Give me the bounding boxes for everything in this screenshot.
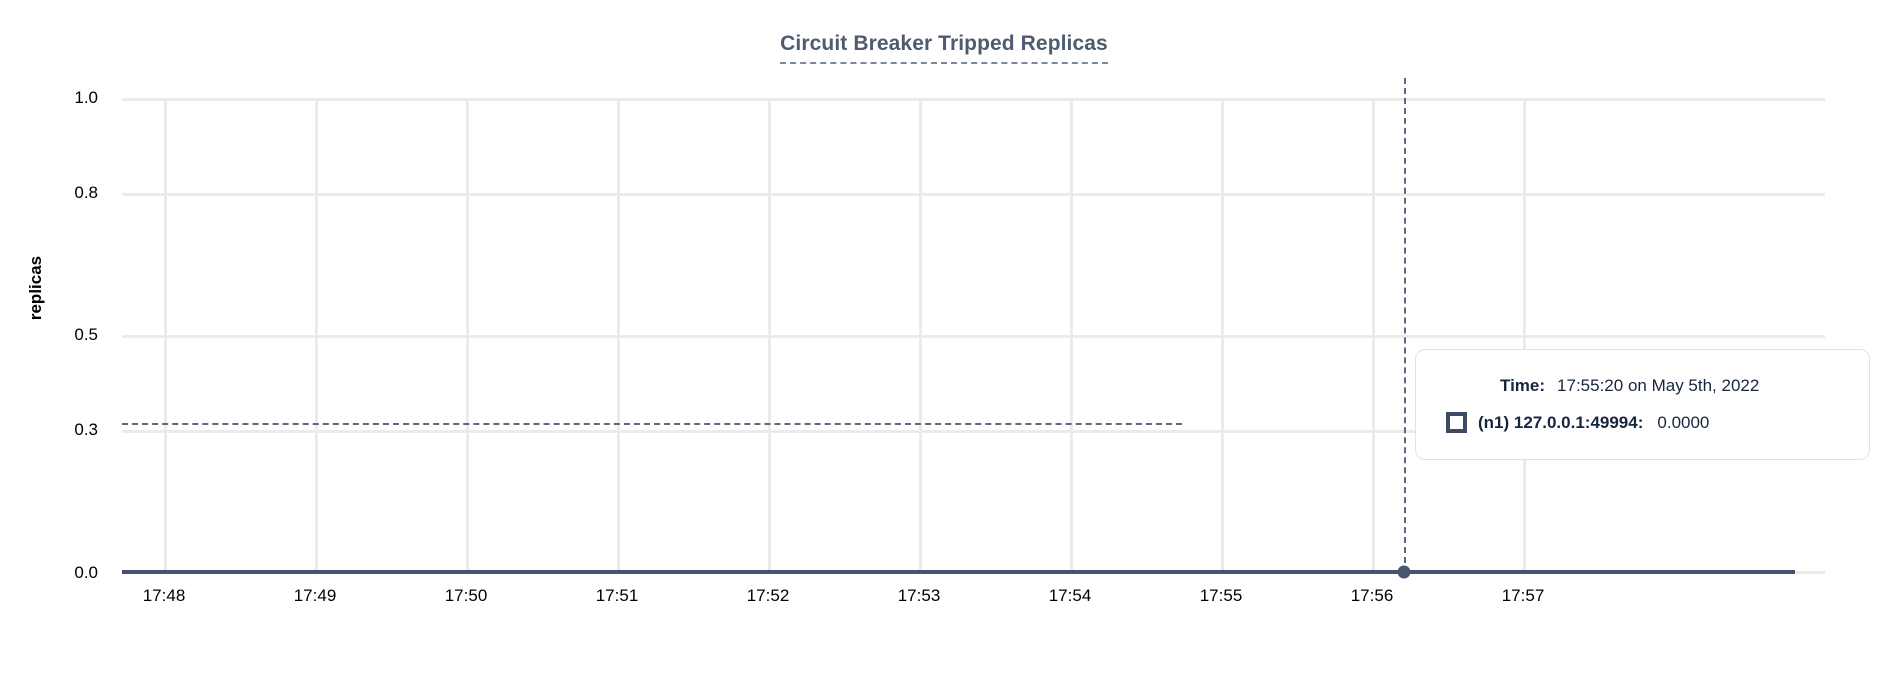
chart-tooltip: Time: 17:55:20 on May 5th, 2022 (n1) 127… bbox=[1415, 349, 1870, 460]
x-tick-label: 17:55 bbox=[1199, 586, 1243, 605]
gridline-horizontal bbox=[122, 335, 1825, 338]
series-color-swatch-icon bbox=[1446, 412, 1467, 433]
gridline-vertical bbox=[617, 98, 620, 573]
gridline-vertical bbox=[1070, 98, 1073, 573]
y-tick-label: 0.8 bbox=[74, 183, 98, 202]
gridline-vertical bbox=[768, 98, 771, 573]
x-tick-label: 17:57 bbox=[1501, 586, 1545, 605]
tooltip-series-row: (n1) 127.0.0.1:49994: 0.0000 bbox=[1446, 412, 1839, 433]
x-tick-label: 17:48 bbox=[142, 586, 186, 605]
gridline-vertical bbox=[315, 98, 318, 573]
gridline-horizontal bbox=[122, 430, 1825, 433]
x-tick-label: 17:56 bbox=[1350, 586, 1394, 605]
y-tick-label: 0.5 bbox=[74, 325, 98, 344]
tooltip-time-value: 17:55:20 on May 5th, 2022 bbox=[1557, 376, 1760, 395]
x-tick-label: 17:54 bbox=[1048, 586, 1092, 605]
gridline-vertical bbox=[1523, 98, 1526, 573]
gridline-vertical bbox=[1372, 98, 1375, 573]
x-tick-label: 17:49 bbox=[293, 586, 337, 605]
tooltip-time-label: Time: bbox=[1500, 376, 1546, 395]
plot-area bbox=[122, 78, 1825, 579]
crosshair-vertical bbox=[1404, 78, 1406, 573]
y-axis-ticks: 1.0 0.8 0.5 0.3 0.0 bbox=[0, 88, 110, 582]
x-axis-ticks: 17:48 17:49 17:50 17:51 17:52 17:53 17:5… bbox=[122, 586, 1825, 616]
x-tick-label: 17:53 bbox=[897, 586, 941, 605]
gridline-vertical bbox=[919, 98, 922, 573]
y-tick-label: 0.3 bbox=[74, 420, 98, 439]
x-tick-label: 17:50 bbox=[444, 586, 488, 605]
gridline-horizontal bbox=[122, 193, 1825, 196]
gridline-horizontal bbox=[122, 98, 1825, 101]
chart-title: Circuit Breaker Tripped Replicas bbox=[0, 32, 1888, 65]
tooltip-time-row: Time: 17:55:20 on May 5th, 2022 bbox=[1446, 376, 1839, 396]
tooltip-series-value: 0.0000 bbox=[1657, 412, 1710, 432]
tooltip-series-name: (n1) 127.0.0.1:49994: bbox=[1478, 412, 1644, 432]
x-tick-label: 17:52 bbox=[746, 586, 790, 605]
x-tick-label: 17:51 bbox=[595, 586, 639, 605]
series-line-n1 bbox=[122, 570, 1795, 574]
gridline-vertical bbox=[164, 98, 167, 573]
crosshair-horizontal bbox=[122, 423, 1182, 425]
y-tick-label: 0.0 bbox=[74, 563, 98, 582]
chart-title-text: Circuit Breaker Tripped Replicas bbox=[780, 32, 1108, 65]
y-tick-label: 1.0 bbox=[74, 88, 98, 107]
gridline-vertical bbox=[466, 98, 469, 573]
gridline-vertical bbox=[1221, 98, 1224, 573]
data-point-marker[interactable] bbox=[1397, 565, 1411, 579]
